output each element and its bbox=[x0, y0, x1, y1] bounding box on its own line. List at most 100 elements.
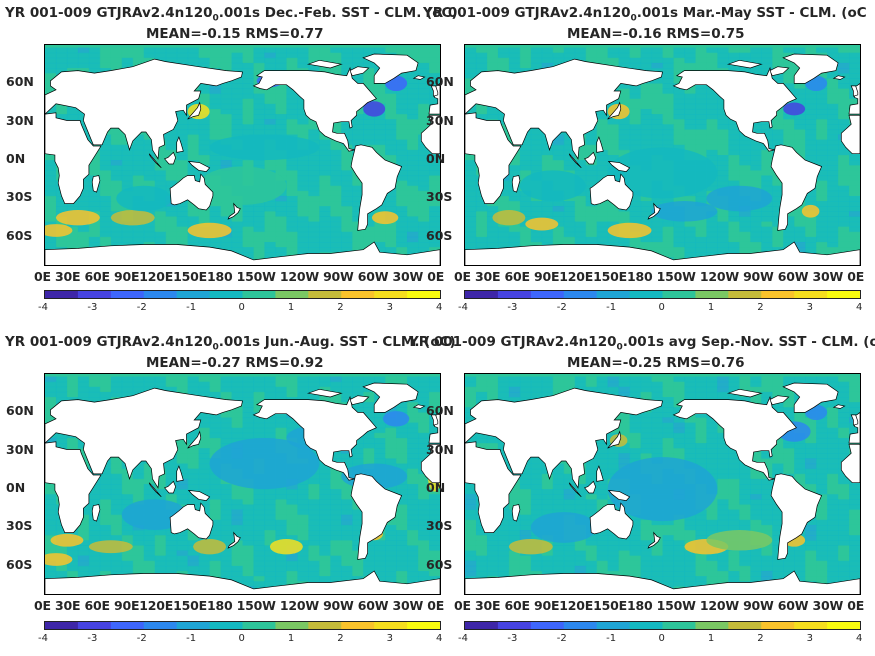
anomaly-cell bbox=[121, 381, 134, 388]
anomaly-cell bbox=[396, 211, 408, 217]
anomaly-cell bbox=[286, 160, 298, 166]
anomaly-cell bbox=[352, 504, 364, 511]
anomaly-cell bbox=[385, 443, 397, 449]
anomaly-cell bbox=[165, 149, 178, 156]
anomaly-cell bbox=[132, 545, 145, 552]
anomaly-cell bbox=[330, 206, 342, 212]
anomaly-cell bbox=[231, 52, 244, 59]
anomaly-cell bbox=[165, 180, 178, 187]
anomaly-cell bbox=[673, 144, 686, 151]
anomaly-cell bbox=[530, 391, 543, 398]
anomaly-cell bbox=[187, 478, 200, 485]
anomaly-cell bbox=[45, 494, 57, 500]
anomaly-cell bbox=[618, 134, 631, 141]
anomaly-cell bbox=[176, 52, 189, 59]
anomaly-cell bbox=[429, 397, 440, 403]
anomaly-cell bbox=[275, 535, 287, 541]
anomaly-cell bbox=[429, 68, 440, 74]
anomaly-cell bbox=[673, 386, 686, 393]
anomaly-cell bbox=[827, 155, 839, 161]
map-svg bbox=[465, 45, 860, 265]
anomaly-cell bbox=[508, 376, 521, 383]
anomaly-cell bbox=[352, 540, 364, 546]
anomaly-cell bbox=[385, 155, 397, 161]
anomaly-cell bbox=[45, 108, 57, 115]
anomaly-cell bbox=[275, 489, 287, 495]
anomaly-cell bbox=[143, 535, 156, 541]
anomaly-cell bbox=[816, 134, 828, 141]
anomaly-cell bbox=[187, 499, 200, 506]
anomaly-cell bbox=[319, 170, 331, 177]
anomaly-cell bbox=[363, 407, 375, 413]
anomaly-cell bbox=[352, 535, 364, 541]
anomaly-cell bbox=[209, 241, 222, 248]
anomaly-cell bbox=[275, 581, 287, 587]
colorbar-segment bbox=[45, 622, 79, 629]
anomaly-cell bbox=[99, 185, 112, 192]
anomaly-cell bbox=[684, 62, 697, 69]
anomaly-cell bbox=[176, 381, 189, 388]
anomaly-cell bbox=[154, 52, 167, 59]
anomaly-cell bbox=[407, 139, 419, 146]
anomaly-cell bbox=[242, 83, 255, 90]
anomaly-cell bbox=[264, 252, 277, 258]
anomaly-cell bbox=[352, 185, 364, 192]
anomaly-cell bbox=[286, 216, 298, 223]
anomaly-cell bbox=[209, 155, 222, 161]
anomaly-cell bbox=[154, 560, 167, 567]
anomaly-cell bbox=[121, 391, 134, 398]
anomaly-cell bbox=[352, 530, 364, 536]
anomaly-cell bbox=[143, 175, 156, 182]
anomaly-cell bbox=[618, 381, 631, 388]
anomaly-cell bbox=[45, 397, 57, 403]
anomaly-cell bbox=[429, 62, 440, 69]
anomaly-cell bbox=[363, 68, 375, 74]
anomaly-cell bbox=[352, 216, 364, 223]
anomaly-cell bbox=[198, 52, 211, 59]
anomaly-cell bbox=[231, 545, 244, 552]
anomaly-cell bbox=[429, 226, 440, 233]
anomaly-cell bbox=[132, 565, 145, 572]
anomaly-cell bbox=[275, 381, 287, 388]
anomaly-cell bbox=[585, 381, 598, 388]
anomaly-cell bbox=[651, 241, 664, 248]
anomaly-cell bbox=[849, 47, 860, 54]
anomaly-cell bbox=[497, 47, 510, 54]
anomaly-cell bbox=[728, 231, 740, 238]
anomaly-cell bbox=[418, 241, 430, 248]
anomaly-cell bbox=[209, 211, 222, 217]
anomaly-cell bbox=[341, 175, 353, 182]
anomaly-cell bbox=[385, 206, 397, 212]
anomaly-cell bbox=[209, 494, 222, 500]
anomaly-cell bbox=[816, 139, 828, 146]
anomaly-cell bbox=[297, 535, 309, 541]
anomaly-cell bbox=[363, 550, 375, 557]
anomaly-cell bbox=[264, 62, 277, 69]
anomaly-cell bbox=[407, 494, 419, 500]
anomaly-cell bbox=[739, 180, 751, 187]
anomaly-cell bbox=[330, 129, 342, 136]
anomaly-cell bbox=[121, 170, 134, 177]
anomaly-cell bbox=[198, 478, 211, 485]
anomaly-cell bbox=[827, 144, 839, 151]
anomaly-cell bbox=[418, 417, 430, 424]
anomaly-cell bbox=[242, 535, 255, 541]
anomaly-patch bbox=[492, 210, 526, 226]
anomaly-cell bbox=[662, 376, 675, 383]
anomaly-cell bbox=[407, 499, 419, 506]
anomaly-cell bbox=[176, 458, 189, 465]
anomaly-cell bbox=[253, 211, 266, 217]
anomaly-cell bbox=[297, 509, 309, 516]
anomaly-cell bbox=[761, 376, 773, 383]
anomaly-cell bbox=[154, 540, 167, 546]
anomaly-cell bbox=[407, 437, 419, 444]
anomaly-cell bbox=[418, 514, 430, 521]
anomaly-cell bbox=[849, 185, 860, 192]
anomaly-cell bbox=[308, 386, 320, 393]
anomaly-cell bbox=[418, 201, 430, 207]
anomaly-cell bbox=[385, 149, 397, 156]
anomaly-cell bbox=[783, 129, 795, 136]
anomaly-cell bbox=[640, 206, 653, 212]
anomaly-cell bbox=[297, 540, 309, 546]
anomaly-cell bbox=[574, 206, 587, 212]
